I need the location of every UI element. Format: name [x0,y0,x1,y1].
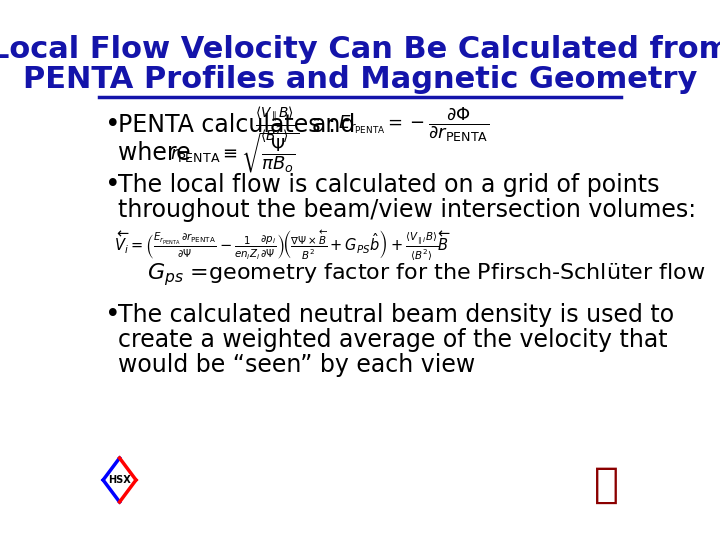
Text: where: where [118,141,191,165]
Text: would be “seen” by each view: would be “seen” by each view [118,353,475,377]
Text: •: • [104,172,120,198]
Text: The calculated neutral beam density is used to: The calculated neutral beam density is u… [118,303,674,327]
Text: PENTA Profiles and Magnetic Geometry: PENTA Profiles and Magnetic Geometry [23,65,697,94]
Text: $\overleftarrow{V_i} = \left(\frac{E_{r_\mathrm{PENTA}}\,\partial r_\mathrm{PENT: $\overleftarrow{V_i} = \left(\frac{E_{r_… [114,228,451,262]
Text: •: • [104,302,120,328]
Text: create a weighted average of the velocity that: create a weighted average of the velocit… [118,328,667,352]
Text: $E_{r_\mathrm{PENTA}} = -\dfrac{\partial\Phi}{\partial r_\mathrm{PENTA}}$: $E_{r_\mathrm{PENTA}} = -\dfrac{\partial… [338,106,489,144]
Text: The local flow is calculated on a grid of points: The local flow is calculated on a grid o… [118,173,660,197]
Text: $r_\mathrm{PENTA} \equiv \sqrt{\dfrac{\Psi}{\pi B_o}}$: $r_\mathrm{PENTA} \equiv \sqrt{\dfrac{\P… [170,131,300,175]
Text: Local Flow Velocity Can Be Calculated from: Local Flow Velocity Can Be Calculated fr… [0,36,720,64]
Text: HSX: HSX [108,475,131,485]
Text: and: and [312,113,356,137]
Text: 🦡: 🦡 [594,464,619,506]
Text: throughout the beam/view intersection volumes:: throughout the beam/view intersection vo… [118,198,696,222]
Text: PENTA calculates :: PENTA calculates : [118,113,336,137]
Text: $G_{ps}$ =geometry factor for the Pfirsch-Schlüter flow: $G_{ps}$ =geometry factor for the Pfirsc… [147,261,706,288]
Text: •: • [104,112,120,138]
Text: $\frac{\langle V_{\parallel}B\rangle}{\langle B^2\rangle}$: $\frac{\langle V_{\parallel}B\rangle}{\l… [256,105,296,145]
